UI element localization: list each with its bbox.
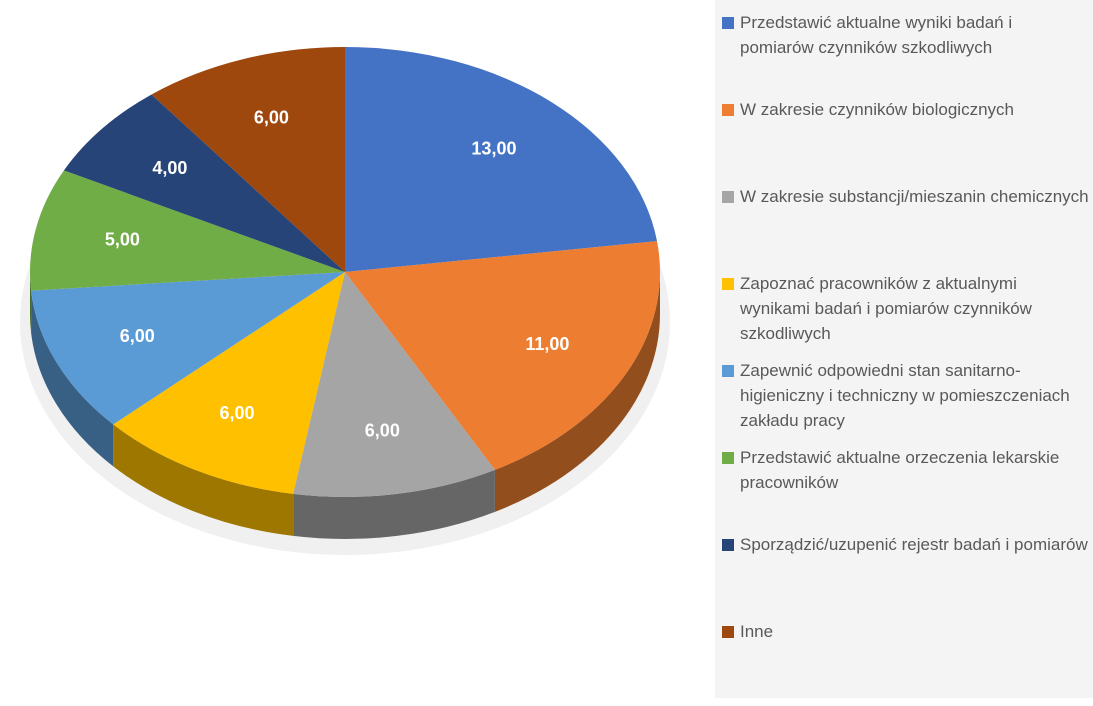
slice xyxy=(113,272,345,494)
legend-swatch xyxy=(722,539,734,551)
legend-swatch xyxy=(722,365,734,377)
slice xyxy=(30,170,346,291)
data-label: 6,00 xyxy=(220,403,255,423)
slice xyxy=(345,241,660,470)
data-label: 13,00 xyxy=(471,139,516,159)
legend-swatch xyxy=(722,191,734,203)
data-label: 4,00 xyxy=(152,158,187,178)
legend-label: Zapoznać pracowników z aktualnymi wynika… xyxy=(740,274,1032,343)
legend-swatch xyxy=(722,626,734,638)
legend-swatch xyxy=(722,278,734,290)
data-label: 5,00 xyxy=(105,230,140,250)
legend-swatch xyxy=(722,452,734,464)
slice-side xyxy=(113,424,294,536)
data-label: 11,00 xyxy=(525,334,569,354)
legend: Przedstawić aktualne wyniki badań i pomi… xyxy=(715,0,1093,698)
slice xyxy=(31,272,345,425)
legend-label: Przedstawić aktualne orzeczenia lekarski… xyxy=(740,448,1060,492)
legend-item: Inne xyxy=(715,619,1093,706)
legend-label: Inne xyxy=(740,622,774,641)
legend-swatch xyxy=(722,104,734,116)
slice-side xyxy=(31,290,114,467)
legend-item: W zakresie substancji/mieszanin chemiczn… xyxy=(715,184,1093,271)
slice-side xyxy=(293,469,495,539)
data-label: 6,00 xyxy=(254,108,289,128)
legend-label: Sporządzić/uzupenić rejestr badań i pomi… xyxy=(740,535,1088,554)
slice-side xyxy=(494,272,660,512)
chart: 13,00 11,00 6,00 6,00 6,00 5,00 4,00 6,00 xyxy=(20,47,670,555)
data-label: 6,00 xyxy=(365,421,400,441)
legend-label: W zakresie czynników biologicznych xyxy=(740,100,1014,119)
legend-item: W zakresie czynników biologicznych xyxy=(715,97,1093,184)
slice xyxy=(293,272,495,497)
legend-label: Przedstawić aktualne wyniki badań i pomi… xyxy=(740,13,1013,57)
slice xyxy=(63,94,346,272)
legend-swatch xyxy=(722,17,734,29)
data-label: 6,00 xyxy=(120,326,155,346)
slice-side xyxy=(30,272,32,333)
legend-label: Zapewnić odpowiedni stan sanitarno-higie… xyxy=(740,361,1070,430)
slice xyxy=(345,47,658,272)
legend-item: Zapewnić odpowiedni stan sanitarno-higie… xyxy=(715,358,1093,445)
legend-label: W zakresie substancji/mieszanin chemiczn… xyxy=(740,187,1089,206)
slice xyxy=(151,47,345,272)
legend-item: Przedstawić aktualne orzeczenia lekarski… xyxy=(715,445,1093,532)
legend-item: Zapoznać pracowników z aktualnymi wynika… xyxy=(715,271,1093,358)
legend-item: Przedstawić aktualne wyniki badań i pomi… xyxy=(715,10,1093,97)
legend-item: Sporządzić/uzupenić rejestr badań i pomi… xyxy=(715,532,1093,619)
